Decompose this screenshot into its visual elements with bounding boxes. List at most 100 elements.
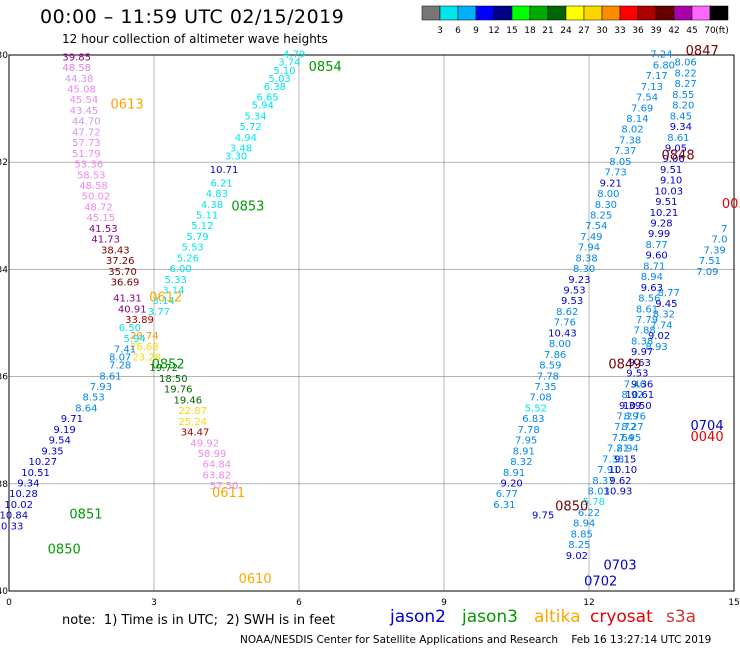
data-point-label: 36.69 xyxy=(111,277,140,288)
data-point-label: 7.38 xyxy=(619,135,641,146)
data-point-label: 7.95 xyxy=(515,436,537,447)
data-point-label: 5.11 xyxy=(196,210,218,221)
data-point-label: 8.27 xyxy=(675,79,697,90)
data-point-label: 9.97 xyxy=(631,347,653,358)
data-point-label: 9.51 xyxy=(660,165,682,176)
data-point-label: 6.31 xyxy=(493,500,515,511)
data-point-label: 9.34 xyxy=(17,478,39,489)
track-time-label: 0611 xyxy=(212,486,245,501)
colorbar-tick-label: 27 xyxy=(578,26,589,36)
data-point-label: 4.38 xyxy=(201,200,223,211)
colorbar-swatch xyxy=(493,5,513,21)
data-point-label: 7.29 xyxy=(617,411,639,422)
track-time-label: 0612 xyxy=(149,291,182,306)
data-point-label: 8.14 xyxy=(626,114,648,125)
data-point-label: 50.02 xyxy=(82,192,111,203)
data-point-label: 6.65 xyxy=(256,93,278,104)
data-point-label: 7.0 xyxy=(712,235,728,246)
data-point-label: 8.94 xyxy=(573,519,595,530)
data-point-label: 7.76 xyxy=(554,318,576,329)
colorbar-swatch xyxy=(637,5,657,21)
x-tick-label: 3 xyxy=(151,598,157,608)
data-point-label: 6.00 xyxy=(169,264,191,275)
data-point-label: 8.22 xyxy=(675,68,697,79)
data-point-label: 10.43 xyxy=(548,328,577,339)
credit-line: NOAA/NESDIS Center for Satellite Applica… xyxy=(240,634,712,646)
y-tick-label: -40 xyxy=(0,587,8,597)
data-point-label: 45.15 xyxy=(87,213,116,224)
data-point-label: 9.34 xyxy=(670,122,692,133)
data-point-label: 7.51 xyxy=(699,256,721,267)
data-point-label: 7.69 xyxy=(631,103,653,114)
chart-subtitle: 12 hour collection of altimeter wave hei… xyxy=(62,32,328,46)
data-point-label: 7.28 xyxy=(109,361,131,372)
track-time-label: 0850 xyxy=(555,500,588,515)
track-time-label: 0040 xyxy=(691,430,724,445)
data-point-label: 9.75 xyxy=(532,511,554,522)
grid xyxy=(9,55,734,591)
data-point-label: 9.15 xyxy=(614,454,636,465)
colorbar-tick-label: 12 xyxy=(488,26,499,36)
data-point-label: 40.91 xyxy=(118,304,147,315)
track-time-label: 0852 xyxy=(152,358,185,373)
data-point-label: 35.70 xyxy=(108,267,137,278)
y-tick-label: -38 xyxy=(0,480,8,490)
data-point-label: 5.10 xyxy=(273,66,295,77)
plot-frame xyxy=(8,54,735,592)
data-point-label: 7.74 xyxy=(650,320,672,331)
data-points: 39.8548.5844.3845.0845.5443.4544.7047.72… xyxy=(0,50,728,562)
colorbar-swatch xyxy=(475,5,495,21)
legend-jason2: jason2 xyxy=(390,607,446,627)
data-point-label: 8.53 xyxy=(82,393,104,404)
data-point-label: 7.78 xyxy=(517,425,539,436)
data-point-label: 7.08 xyxy=(530,393,552,404)
data-point-label: 22.87 xyxy=(178,406,207,417)
data-point-label: 19.46 xyxy=(174,395,203,406)
data-point-label: 8.00 xyxy=(549,339,571,350)
data-point-label: 8.06 xyxy=(675,58,697,69)
data-point-label: 43.45 xyxy=(70,106,99,117)
data-point-label: 8.94 xyxy=(617,444,639,455)
colorbar-tick-label: 39 xyxy=(650,26,662,36)
data-point-label: 7.49 xyxy=(580,232,602,243)
data-point-label: 9.36 xyxy=(631,379,653,390)
data-point-label: 10.84 xyxy=(0,511,28,522)
track-time-label: 0039 xyxy=(722,197,740,212)
colorbar-tick-label: 9 xyxy=(473,26,479,36)
track-labels: 0854 0613 0853 0612 0852 0611 0851 0850 0610 0847… xyxy=(48,44,740,590)
colorbar-swatch xyxy=(457,5,477,21)
data-point-label: 8.30 xyxy=(595,200,617,211)
data-point-label: 7.37 xyxy=(614,146,636,157)
data-point-label: 7.73 xyxy=(604,168,626,179)
data-point-label: 58.53 xyxy=(77,170,106,181)
data-point-label: 8.93 xyxy=(646,342,668,353)
colorbar-legend: 3 6 9 12 15 18 21 24 27 30 33 36 39 42 45 70 (ft) xyxy=(421,5,729,36)
data-point-label: 8.56 xyxy=(638,294,660,305)
data-point-label: 10.71 xyxy=(210,165,239,176)
colorbar-swatch xyxy=(709,5,729,21)
data-point-label: 7.54 xyxy=(585,221,607,232)
data-point-label: 7.78 xyxy=(537,371,559,382)
data-point-label: 8.05 xyxy=(609,157,631,168)
data-point-label: 7.79 xyxy=(636,315,658,326)
data-point-label: 7.41 xyxy=(114,344,136,355)
data-point-label: 8.00 xyxy=(597,189,619,200)
data-point-label: 25.24 xyxy=(178,417,207,428)
data-point-label: 7.94 xyxy=(578,243,600,254)
data-point-label: 8.61 xyxy=(636,304,658,315)
data-point-label: 49.92 xyxy=(190,438,219,449)
x-tick-label: 9 xyxy=(441,598,447,608)
data-point-label: 37.26 xyxy=(106,256,135,267)
data-point-label: 6.22 xyxy=(578,508,600,519)
data-point-label: 8.45 xyxy=(670,111,692,122)
data-point-label: 9.21 xyxy=(600,178,622,189)
colorbar-swatch xyxy=(421,5,441,21)
data-point-label: 51.79 xyxy=(72,149,101,160)
colorbar-swatch xyxy=(655,5,675,21)
data-point-label: 10.93 xyxy=(604,487,633,498)
colorbar-tick-label: 36 xyxy=(632,26,644,36)
track-time-label: 0702 xyxy=(584,575,617,590)
colorbar-tick-label: 18 xyxy=(524,26,536,36)
data-point-label: 45.08 xyxy=(67,85,96,96)
track-time-label: 0854 xyxy=(309,60,342,75)
